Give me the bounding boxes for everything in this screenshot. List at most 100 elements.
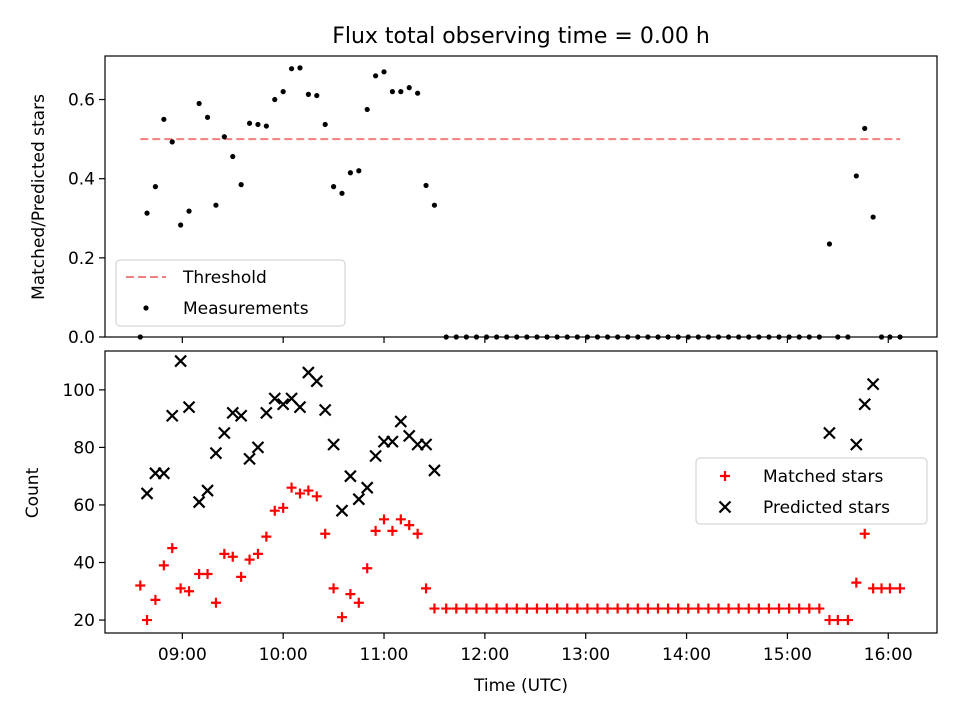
measurement-point (272, 96, 278, 103)
measurement-point (665, 334, 671, 340)
y-tick-label: 100 (63, 381, 95, 401)
measurement-point (816, 334, 822, 340)
predicted-star-point (394, 415, 408, 428)
x-tick-label: 10:00 (259, 645, 308, 665)
measurement-point (473, 334, 480, 340)
measurement-point (746, 334, 752, 340)
matched-star-point (562, 603, 573, 614)
measurement-point (230, 153, 236, 160)
matched-star-point (804, 603, 815, 614)
predicted-star-point (165, 409, 179, 423)
measurement-point (544, 334, 550, 340)
matched-star-point (663, 603, 674, 614)
legend-threshold-label: Threshold (182, 268, 267, 288)
matched-star-point (158, 560, 169, 571)
matched-star-point (303, 485, 314, 496)
x-tick-label: 09:00 (158, 645, 207, 665)
measurement-point (406, 85, 412, 91)
predicted-star-point (369, 449, 382, 463)
top-panel: 0.0 0.2 0.4 0.6 Threshold Measurements (68, 55, 938, 348)
y-tick-label: 0.4 (68, 170, 95, 190)
matched-star-point (895, 583, 906, 594)
predicted-star-point (344, 469, 357, 483)
matched-star-point (404, 520, 415, 531)
measurement-point (463, 334, 469, 340)
matched-star-point (542, 603, 553, 614)
y-tick-label: 80 (73, 438, 95, 458)
matched-star-point (884, 583, 895, 594)
measurement-point (213, 202, 219, 208)
predicted-star-point (260, 406, 273, 420)
bottom-y-axis-label: Count (23, 467, 43, 518)
measurement-point (280, 89, 286, 95)
measurement-point (504, 334, 510, 340)
matched-star-point (167, 543, 178, 554)
matched-star-point (244, 554, 255, 565)
measurement-point (695, 334, 701, 340)
predicted-star-point (243, 452, 256, 466)
predicted-star-point (192, 495, 206, 509)
measurement-point (263, 123, 269, 129)
measurement-point (887, 334, 893, 340)
matched-star-point (552, 603, 563, 614)
y-tick-label: 0.2 (68, 249, 95, 269)
matched-star-point (876, 583, 887, 594)
measurement-point (330, 184, 337, 190)
matched-star-point (286, 482, 297, 493)
legend-top: Threshold Measurements (115, 259, 346, 327)
matched-star-point (521, 603, 532, 614)
measurement-point (756, 334, 762, 340)
matched-star-point (743, 603, 754, 614)
matched-star-point (794, 603, 805, 614)
measurement-point (483, 334, 490, 340)
measurement-point (364, 106, 370, 113)
measurement-point (736, 334, 742, 340)
legend-matched-label: Matched stars (763, 467, 883, 487)
measurement-point (625, 334, 631, 340)
legend-measurements-swatch (143, 305, 149, 311)
measurement-point (554, 334, 560, 340)
predicted-star-point (276, 397, 290, 411)
matched-star-point (429, 603, 440, 614)
matched-star-point (135, 580, 146, 591)
measurement-point (305, 91, 311, 97)
predicted-star-point (140, 487, 154, 500)
measurement-point (322, 121, 328, 128)
measurement-point (494, 334, 500, 340)
y-tick-label: 0.0 (68, 328, 95, 348)
measurement-point (297, 65, 303, 71)
measurement-point (574, 334, 580, 340)
measurement-point (415, 90, 421, 96)
matched-star-point (461, 603, 472, 614)
matched-star-point (269, 505, 280, 516)
measurement-point (238, 182, 244, 188)
matched-star-point (683, 603, 694, 614)
measurement-point (806, 334, 812, 340)
matched-star-point (572, 603, 583, 614)
matched-star-point (142, 615, 153, 626)
predicted-star-point (268, 392, 282, 405)
measurement-point (862, 125, 868, 132)
matched-star-point (511, 603, 522, 614)
measurement-point (288, 66, 295, 72)
x-tick-label: 13:00 (561, 645, 610, 665)
measurement-point (246, 120, 253, 126)
matched-star-point (395, 514, 406, 525)
predicted-star-point (823, 426, 836, 440)
legend-box (115, 259, 346, 327)
top-y-axis-label: Matched/Predicted stars (29, 94, 49, 300)
matched-star-point (202, 569, 213, 580)
predicted-star-point (182, 400, 196, 414)
measurement-point (897, 334, 903, 340)
legend-predicted-swatch (718, 500, 732, 514)
measurement-point (204, 114, 211, 120)
matched-star-point (733, 603, 744, 614)
matched-star-point (336, 612, 347, 623)
legend-box (695, 457, 928, 525)
x-tick-label: 12:00 (460, 645, 509, 665)
measurement-point (398, 89, 404, 95)
matched-star-point (703, 603, 714, 614)
measurement-point (776, 334, 782, 340)
predicted-star-point (201, 484, 214, 497)
